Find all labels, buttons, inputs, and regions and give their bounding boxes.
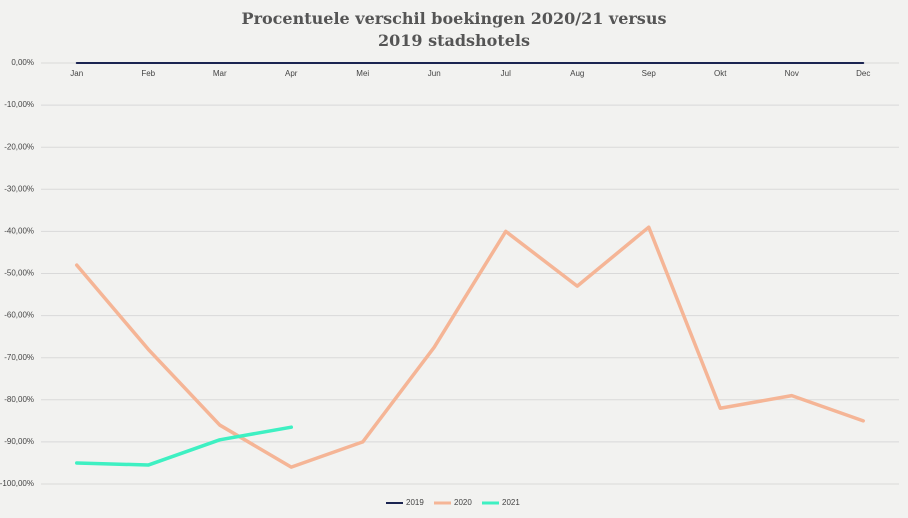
y-tick-label: -20,00%	[4, 142, 34, 151]
y-tick-label: -70,00%	[4, 353, 34, 362]
legend-label: 2020	[454, 498, 472, 507]
y-tick-label: -90,00%	[4, 437, 34, 446]
series-line	[75, 425, 293, 467]
y-tick-label: -30,00%	[4, 184, 34, 193]
y-tick-label: 0,00%	[11, 58, 34, 67]
x-tick-label: Jun	[428, 69, 441, 78]
y-tick-label: -60,00%	[4, 311, 34, 320]
x-tick-label: Mar	[213, 69, 227, 78]
x-tick-label: Feb	[141, 69, 155, 78]
chart-title: Procentuele verschil boekingen 2020/21 v…	[241, 9, 667, 50]
x-tick-label: Apr	[285, 69, 298, 78]
y-tick-label: -50,00%	[4, 269, 34, 278]
x-tick-label: Mei	[356, 69, 369, 78]
x-tick-label: Aug	[570, 69, 584, 78]
x-tick-label: Nov	[785, 69, 799, 78]
y-tick-label: -40,00%	[4, 227, 34, 236]
y-tick-label: -100,00%	[0, 479, 34, 488]
x-tick-label: Dec	[856, 69, 870, 78]
legend-label: 2019	[406, 498, 424, 507]
y-tick-label: -10,00%	[4, 100, 34, 109]
series-line	[75, 225, 865, 469]
x-tick-label: Sep	[642, 69, 657, 78]
legend-label: 2021	[502, 498, 520, 507]
x-tick-label: Jan	[70, 69, 83, 78]
x-tick-label: Okt	[714, 69, 727, 78]
y-tick-label: -80,00%	[4, 395, 34, 404]
x-tick-label: Jul	[501, 69, 511, 78]
